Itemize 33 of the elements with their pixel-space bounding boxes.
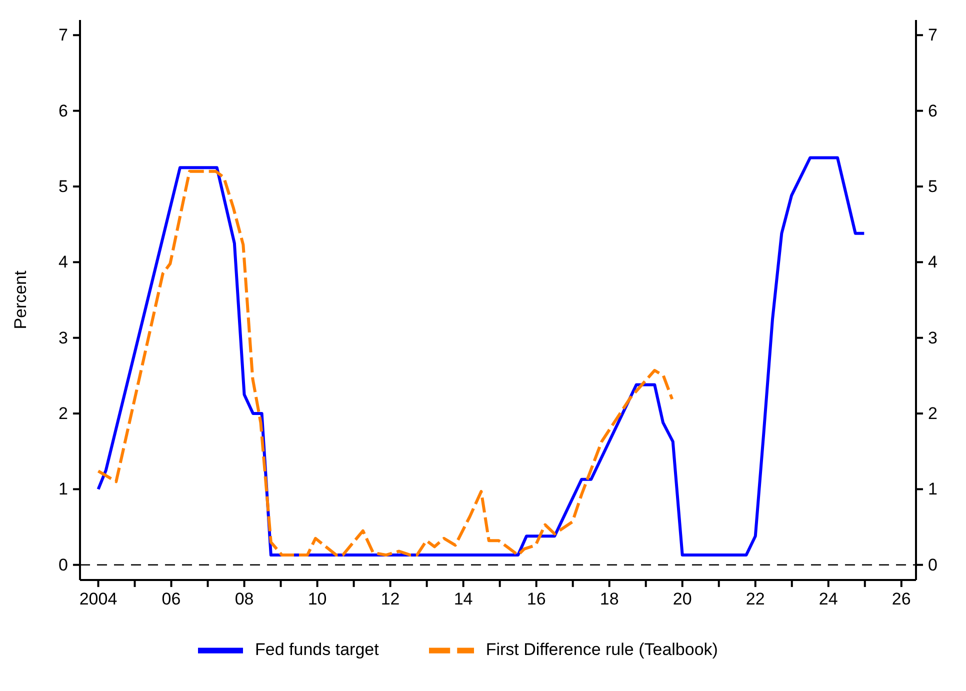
y-tick-label: 1 <box>58 480 68 499</box>
x-tick-label: 10 <box>308 590 327 608</box>
x-tick-label: 16 <box>526 590 546 608</box>
y-axis-title: Percent <box>11 270 30 330</box>
y-tick-label: 6 <box>58 101 68 120</box>
y2-tick-label: 0 <box>928 555 938 574</box>
legend-label: First Difference rule (Tealbook) <box>486 640 718 659</box>
y-tick-label: 0 <box>58 555 68 574</box>
y2-tick-label: 2 <box>928 404 938 424</box>
y2-tick-label: 7 <box>928 26 938 45</box>
x-tick-label: 2004 <box>79 590 118 608</box>
x-tick-label: 24 <box>818 590 838 608</box>
y-tick-label: 4 <box>58 252 68 272</box>
x-tick-label: 08 <box>234 590 254 608</box>
legend-label: Fed funds target <box>255 640 379 659</box>
y-tick-label: 2 <box>58 404 68 424</box>
x-tick-label: 22 <box>746 590 765 608</box>
x-tick-label: 26 <box>892 590 911 608</box>
y-tick-label: 5 <box>58 176 68 196</box>
y2-tick-label: 4 <box>928 252 938 272</box>
x-tick-label: 14 <box>454 590 473 608</box>
y2-tick-label: 1 <box>928 480 938 499</box>
x-tick-label: 12 <box>380 590 400 608</box>
y2-tick-label: 5 <box>928 176 938 196</box>
y-tick-label: 3 <box>58 328 68 348</box>
line-series <box>96 156 866 557</box>
y2-tick-label: 3 <box>928 328 938 348</box>
x-tick-label: 18 <box>600 590 619 608</box>
line-series <box>96 170 674 557</box>
y-tick-label: 7 <box>58 26 68 45</box>
y2-tick-label: 6 <box>928 101 938 120</box>
x-tick-label: 20 <box>672 590 692 608</box>
x-tick-label: 06 <box>162 590 181 608</box>
